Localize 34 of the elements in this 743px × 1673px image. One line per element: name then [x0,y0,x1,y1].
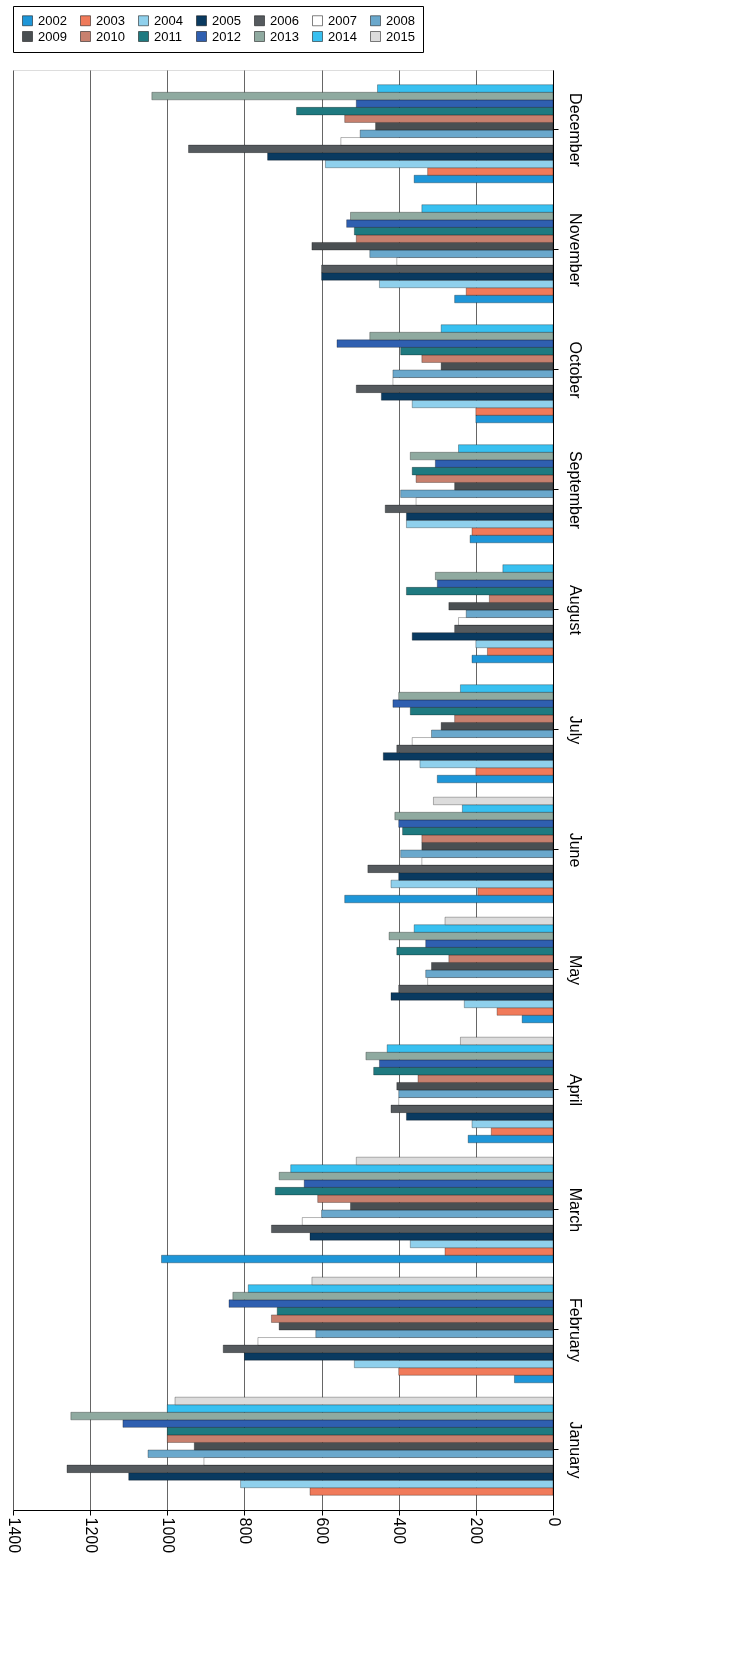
legend-label: 2013 [270,28,299,44]
y-tick-label: March [566,1187,584,1233]
y-tick-label: November [566,213,584,288]
legend-label: 2004 [154,12,183,28]
legend-label: 2011 [154,28,182,44]
legend-label: 2014 [328,28,357,44]
legend-label: 2007 [328,12,357,28]
legend-label: 2003 [96,12,125,28]
y-tick-label: May [566,954,584,986]
y-tick-label: September [566,450,584,530]
y-tick-label: December [566,93,584,168]
legend-label: 2002 [38,12,67,28]
y-tick-label: April [566,1073,584,1107]
x-tick-label: 600 [314,1517,332,1545]
x-tick-label: 200 [468,1517,486,1545]
y-tick-label: October [566,341,584,400]
y-tick-label: August [566,585,584,636]
y-tick-label: June [566,832,584,868]
x-tick-label: 1400 [5,1517,23,1554]
legend-label: 2015 [386,28,415,44]
x-tick-label: 400 [391,1517,409,1545]
legend-label: 2009 [38,28,67,44]
x-tick-label: 800 [236,1517,254,1545]
legend-label: 2005 [212,12,241,28]
y-tick-label: July [566,715,584,745]
legend-label: 2008 [386,12,415,28]
y-tick-label: February [566,1297,584,1363]
legend-label: 2010 [96,28,125,44]
legend-label: 2012 [212,28,241,44]
x-tick-label: 0 [545,1517,563,1527]
y-tick-label: January [566,1421,584,1479]
x-tick-label: 1000 [159,1517,177,1554]
x-tick-label: 1200 [82,1517,100,1554]
legend-label: 2006 [270,12,299,28]
